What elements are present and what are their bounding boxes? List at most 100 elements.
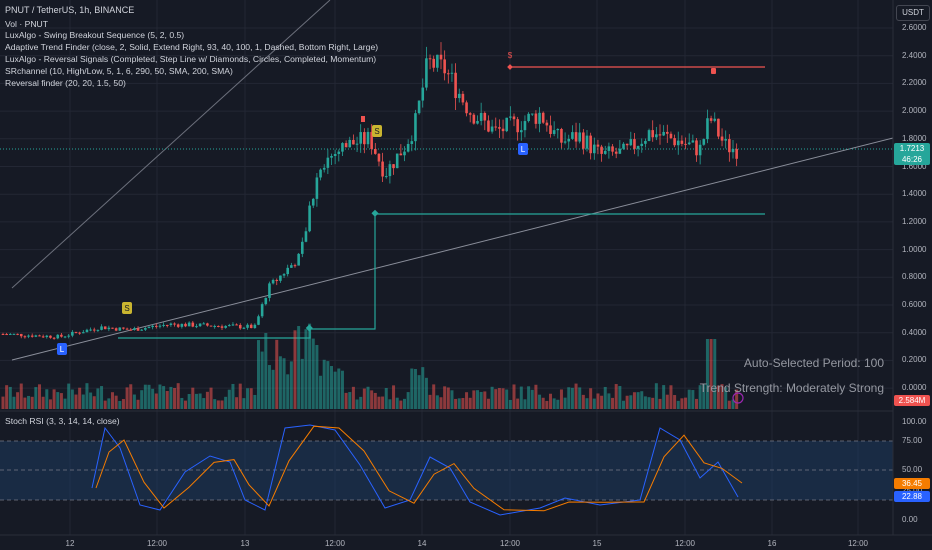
volume-bar [242, 398, 246, 409]
candle-body [399, 153, 403, 156]
candle-body [465, 102, 468, 114]
candle-body [724, 139, 727, 141]
candle-body [308, 205, 311, 232]
volume-bar [570, 387, 574, 409]
candle-body [647, 130, 651, 141]
candle-body [662, 131, 665, 136]
candle-body [111, 327, 114, 329]
candle-body [589, 135, 592, 154]
candle-body [195, 326, 198, 328]
candle-body [19, 333, 23, 337]
candle-body [271, 279, 275, 284]
indicator-reversal-finder[interactable]: Reversal finder (20, 20, 1.5, 50) [5, 78, 126, 88]
red-flag-2 [711, 68, 716, 74]
volume-bar [165, 391, 169, 409]
volume-bar [12, 396, 16, 409]
price-badge-countdown: 46:26 [901, 155, 923, 164]
volume-bar [67, 383, 71, 409]
volume-bar [355, 399, 359, 409]
indicator-swing-breakout[interactable]: LuxAlgo - Swing Breakout Sequence (5, 2,… [5, 30, 185, 40]
volume-bar [399, 400, 403, 409]
candle-body [122, 327, 125, 329]
volume-bar [727, 400, 731, 409]
volume-bar [545, 400, 549, 409]
stoch-tick-label: 0.00 [902, 515, 918, 524]
candle-body [578, 132, 581, 142]
candle-body [319, 169, 322, 178]
candle-body [593, 144, 596, 154]
volume-bar [38, 384, 41, 409]
volume-bar [271, 369, 275, 409]
volume-bar [348, 392, 352, 409]
price-badge: 1.7213 46:26 [894, 143, 930, 165]
volume-bar [330, 366, 333, 409]
candle-body [125, 328, 129, 330]
price-tick-label: 1.8000 [902, 133, 927, 143]
candle-body [530, 113, 534, 115]
volume-bar [497, 388, 501, 409]
volume-bar [486, 398, 490, 409]
candle-body [176, 324, 180, 327]
volume-bar [428, 394, 432, 409]
candle-body [173, 323, 176, 325]
marker-dollar: $ [508, 51, 513, 60]
candle-body [133, 328, 136, 330]
candle-body [680, 140, 684, 144]
indicator-adaptive-trend[interactable]: Adaptive Trend Finder (close, 2, Solid, … [5, 42, 379, 52]
volume-bar [147, 384, 151, 409]
volume-bar [205, 391, 209, 409]
volume-bar [1, 396, 5, 409]
candle-body [217, 325, 220, 327]
candle-body [27, 335, 30, 337]
volume-bar [169, 386, 173, 409]
volume-bar [278, 356, 282, 409]
volume-bar [333, 371, 337, 409]
candle-body [355, 143, 359, 145]
volume-bar [490, 386, 494, 409]
candle-body [417, 100, 421, 114]
volume-bar [665, 394, 669, 409]
candle-body [78, 332, 81, 334]
volume-bar [213, 399, 217, 409]
candle-body [454, 72, 457, 99]
indicator-srchannel[interactable]: SRchannel (10, High/Low, 5, 1, 6, 290, 5… [5, 66, 233, 76]
candle-body [534, 113, 538, 124]
stoch-title[interactable]: Stoch RSI (3, 3, 14, 14, close) [5, 416, 120, 426]
volume-bar [220, 400, 224, 409]
volume-bar [574, 383, 578, 409]
volume-bar [81, 394, 85, 409]
volume-bar [716, 385, 720, 409]
marker-S-2: S [372, 125, 382, 137]
candle-body [293, 265, 297, 267]
volume-bar [238, 383, 242, 409]
volume-bar [103, 400, 107, 409]
candle-body [155, 325, 158, 327]
candle-body [388, 164, 392, 177]
candle-body [607, 146, 611, 151]
candle-body [395, 153, 399, 169]
volume-bar [472, 390, 476, 409]
candle-body [322, 167, 326, 170]
candle-body [483, 112, 487, 121]
candle-body [257, 316, 260, 325]
volume-bar [731, 399, 735, 409]
candle-body [702, 139, 706, 145]
candle-body [213, 325, 216, 327]
candle-body [45, 335, 49, 338]
volume-bars [1, 323, 739, 409]
candle-body [687, 142, 691, 145]
candle-body [520, 130, 523, 133]
candle-body [191, 322, 195, 327]
volume-bar [589, 388, 593, 409]
price-tick-label: 0.0000 [902, 383, 927, 393]
volume-bar [713, 339, 717, 409]
indicator-reversal-signals[interactable]: LuxAlgo - Reversal Signals (Completed, S… [5, 54, 377, 64]
currency-button[interactable]: USDT [896, 5, 930, 21]
candle-body [231, 324, 235, 326]
candle-body [34, 335, 38, 337]
symbol-title[interactable]: PNUT / TetherUS, 1h, BINANCE [5, 5, 135, 15]
volume-bar [373, 392, 377, 409]
indicator-volume[interactable]: Vol · PNUT [5, 19, 48, 29]
volume-bar [267, 365, 271, 409]
